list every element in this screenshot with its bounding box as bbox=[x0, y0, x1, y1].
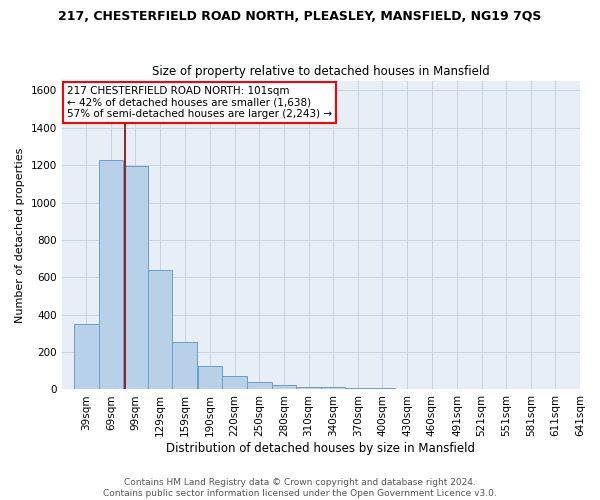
Text: 217 CHESTERFIELD ROAD NORTH: 101sqm
← 42% of detached houses are smaller (1,638): 217 CHESTERFIELD ROAD NORTH: 101sqm ← 42… bbox=[67, 86, 332, 119]
Bar bbox=[272, 386, 296, 390]
Bar bbox=[123, 166, 148, 390]
Text: Contains HM Land Registry data © Crown copyright and database right 2024.
Contai: Contains HM Land Registry data © Crown c… bbox=[103, 478, 497, 498]
Bar bbox=[148, 270, 172, 390]
Title: Size of property relative to detached houses in Mansfield: Size of property relative to detached ho… bbox=[152, 66, 490, 78]
Text: 217, CHESTERFIELD ROAD NORTH, PLEASLEY, MANSFIELD, NG19 7QS: 217, CHESTERFIELD ROAD NORTH, PLEASLEY, … bbox=[58, 10, 542, 23]
Bar bbox=[98, 160, 123, 390]
Bar bbox=[223, 376, 247, 390]
Bar bbox=[370, 388, 395, 390]
Bar bbox=[172, 342, 197, 390]
Bar bbox=[321, 387, 346, 390]
X-axis label: Distribution of detached houses by size in Mansfield: Distribution of detached houses by size … bbox=[166, 442, 475, 455]
Bar bbox=[74, 324, 98, 390]
Bar bbox=[247, 382, 272, 390]
Y-axis label: Number of detached properties: Number of detached properties bbox=[15, 148, 25, 323]
Bar bbox=[296, 386, 321, 390]
Bar bbox=[198, 366, 223, 390]
Bar bbox=[346, 388, 370, 390]
